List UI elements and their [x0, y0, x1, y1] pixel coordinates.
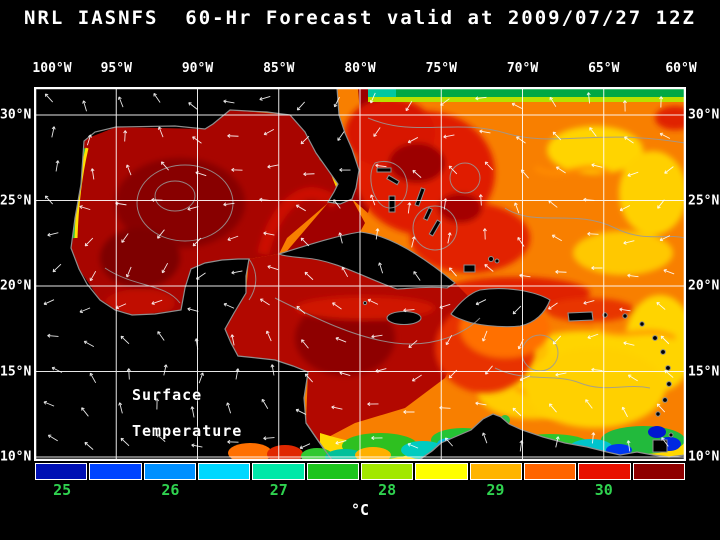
sst-map	[35, 88, 685, 460]
grid-lines	[35, 88, 685, 460]
lon-tick-label: 80°W	[344, 61, 376, 76]
lat-tick-label: 20°N	[0, 278, 32, 294]
lat-tick-label: 15°N	[688, 364, 720, 379]
colorbar-tick: 29	[486, 481, 505, 499]
colorbar-segment	[632, 463, 685, 480]
lon-tick-label: 75°W	[425, 61, 457, 76]
map-border	[35, 88, 685, 460]
colorbar-segment	[143, 463, 196, 480]
colorbar-tick: 27	[269, 481, 288, 499]
colorbar-tick: 25	[53, 481, 72, 499]
lon-tick-label: 70°W	[506, 61, 539, 76]
lat-tick-label: 10°N	[688, 449, 720, 465]
lon-tick-label: 85°W	[263, 61, 295, 76]
colorbar-segment	[360, 463, 414, 480]
colorbar-segment	[197, 463, 251, 480]
lon-tick-label: 90°W	[181, 61, 214, 76]
colorbar-segment	[306, 463, 359, 480]
colorbar-tick-labels: 25 26 27 28 29 30	[35, 481, 685, 499]
colorbar-segment	[89, 463, 142, 480]
plot-title: NRL IASNFS 60-Hr Forecast valid at 2009/…	[24, 7, 696, 29]
overlay-label-temperature: Temperature	[132, 422, 243, 440]
colorbar-unit: °C	[350, 501, 370, 519]
lat-tick-label: 25°N	[688, 193, 720, 208]
colorbar-segment	[252, 463, 305, 480]
lat-tick-label: 15°N	[0, 364, 32, 379]
colorbar	[35, 463, 685, 480]
lat-tick-label: 30°N	[688, 107, 720, 123]
colorbar-segment	[35, 463, 88, 480]
colorbar-tick: 30	[594, 481, 613, 499]
colorbar-tick: 26	[161, 481, 180, 499]
colorbar-segment	[469, 463, 522, 480]
lat-tick-label: 30°N	[0, 107, 32, 123]
colorbar-segment	[578, 463, 631, 480]
lat-tick-label: 25°N	[0, 193, 32, 208]
overlay-label-surface: Surface	[132, 386, 203, 404]
lat-tick-label: 10°N	[0, 449, 32, 465]
lat-tick-label: 20°N	[688, 278, 720, 294]
lon-tick-label: 60°W	[665, 61, 697, 76]
colorbar-segment	[415, 463, 468, 480]
lon-tick-label: 95°W	[100, 61, 132, 76]
lon-tick-label: 100°W	[32, 61, 72, 76]
colorbar-segment	[523, 463, 577, 480]
sst-field	[66, 88, 685, 460]
lon-tick-label: 65°W	[588, 61, 620, 76]
colorbar-tick: 28	[378, 481, 397, 499]
wind-arrows	[43, 92, 675, 452]
map-panel	[34, 87, 686, 461]
